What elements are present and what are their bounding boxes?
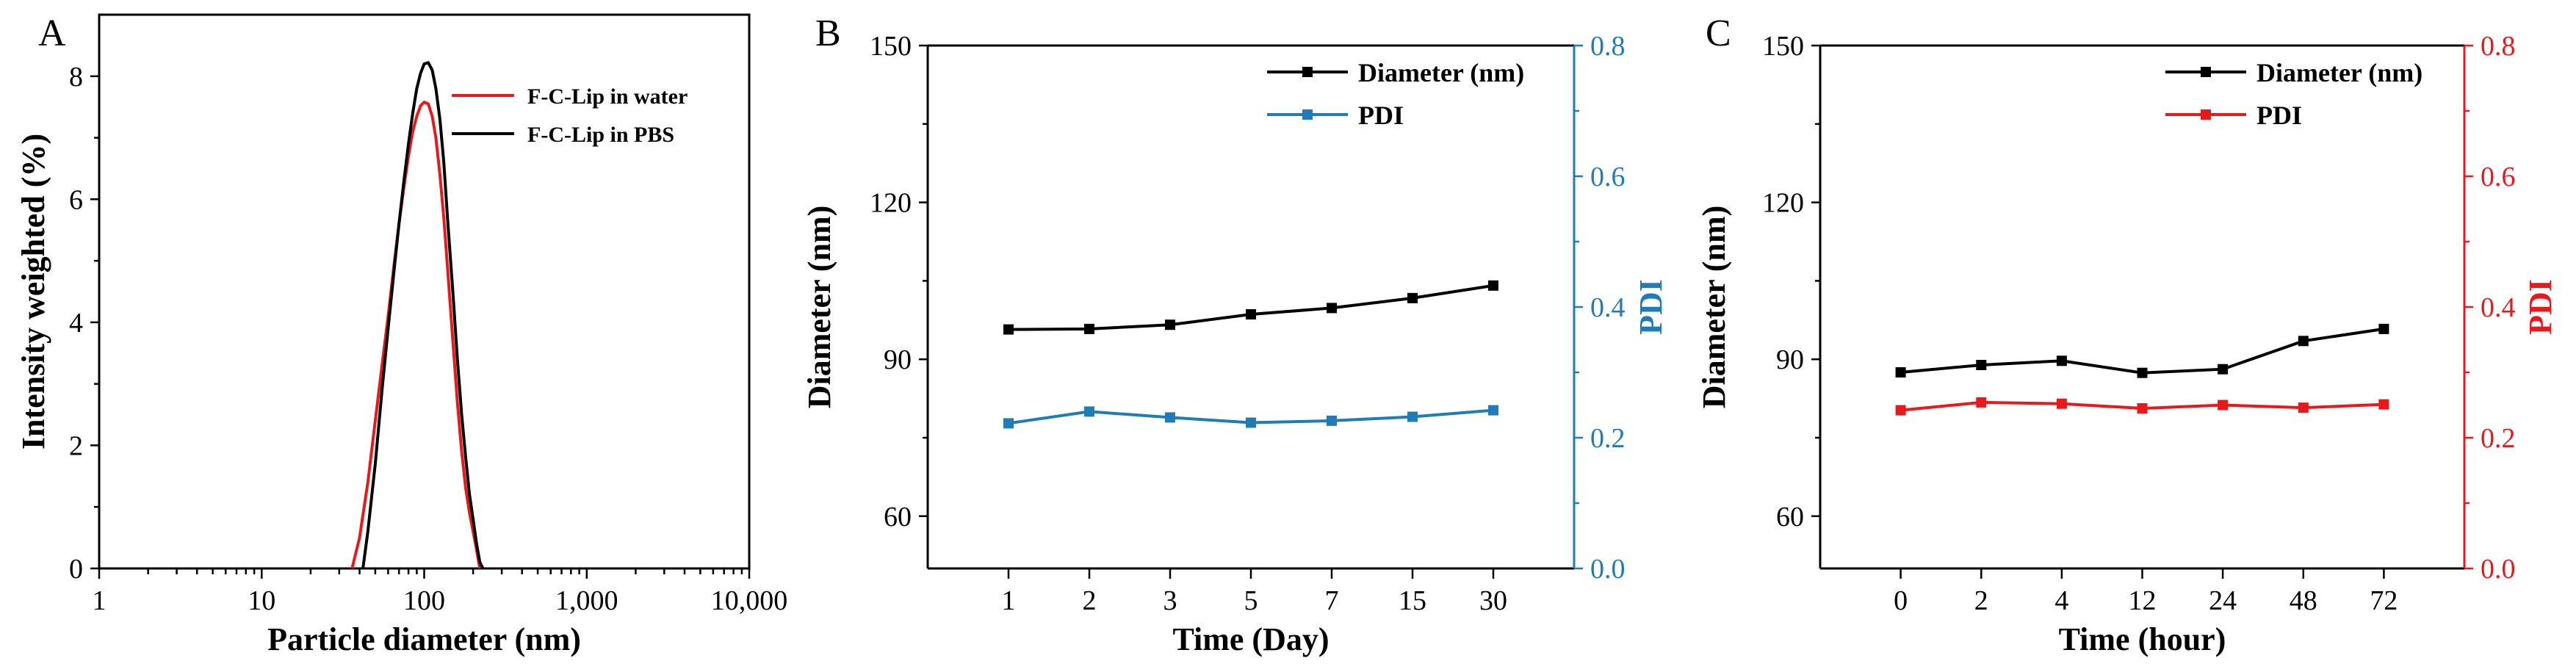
data-point-pdi bbox=[1976, 397, 1987, 408]
legend-label: F-C-Lip in water bbox=[527, 84, 688, 109]
data-point-diameter bbox=[1246, 309, 1256, 319]
x-tick-label: 1 bbox=[93, 585, 107, 616]
data-point-pdi bbox=[2378, 399, 2389, 410]
x-tick-label: 24 bbox=[2209, 585, 2237, 616]
data-point-diameter bbox=[1488, 280, 1498, 291]
x-tick-label: 12 bbox=[2129, 585, 2157, 616]
data-point-diameter bbox=[2298, 336, 2309, 347]
x-tick-label: 10 bbox=[248, 585, 275, 616]
y2-tick-label: 0.4 bbox=[2481, 292, 2516, 323]
legend-marker bbox=[1302, 67, 1313, 77]
x-tick-label: 2 bbox=[1974, 585, 1988, 616]
data-point-diameter bbox=[1084, 323, 1094, 334]
legend-label: PDI bbox=[2256, 101, 2302, 130]
series-line-diameter bbox=[1008, 283, 1494, 331]
y-tick-label: 60 bbox=[1776, 502, 1804, 532]
data-point-pdi bbox=[1246, 417, 1256, 428]
y-tick-label: 120 bbox=[1762, 188, 1804, 219]
legend-marker bbox=[2201, 109, 2211, 120]
data-point-pdi bbox=[1407, 411, 1418, 422]
x-axis-title: Particle diameter (nm) bbox=[267, 621, 581, 657]
y2-tick-label: 0.6 bbox=[1590, 162, 1626, 192]
y2-tick-label: 0.6 bbox=[2481, 162, 2516, 192]
y2-tick-label: 0.2 bbox=[1590, 423, 1626, 454]
y-tick-label: 90 bbox=[1776, 344, 1804, 375]
data-point-diameter bbox=[1976, 360, 1987, 370]
x-tick-label: 15 bbox=[1399, 585, 1426, 616]
legend-marker bbox=[2201, 67, 2211, 77]
y-tick-label: 150 bbox=[870, 31, 912, 62]
y2-tick-label: 0.4 bbox=[1590, 292, 1626, 323]
data-point-diameter bbox=[1895, 367, 1906, 377]
series-line-diameter bbox=[1900, 327, 2384, 375]
y2-axis-title: PDI bbox=[1633, 279, 1669, 335]
y2-tick-label: 0.0 bbox=[2481, 554, 2516, 585]
y2-tick-label: 0.0 bbox=[1590, 554, 1626, 585]
y-tick-label: 0 bbox=[69, 554, 83, 585]
y-tick-label: 6 bbox=[69, 184, 83, 215]
y-tick-label: 90 bbox=[884, 344, 912, 375]
x-tick-label: 0 bbox=[1894, 585, 1908, 616]
series-line-pbs bbox=[361, 61, 485, 569]
data-point-pdi bbox=[1327, 415, 1337, 426]
data-point-pdi bbox=[1488, 405, 1498, 416]
data-point-pdi bbox=[1165, 412, 1175, 423]
data-point-diameter bbox=[1165, 319, 1175, 330]
panel-letter: B bbox=[815, 12, 841, 54]
legend-label: Diameter (nm) bbox=[1358, 58, 1524, 87]
x-tick-label: 4 bbox=[2054, 585, 2068, 616]
y-axis-title: Intensity weighted (%) bbox=[15, 134, 51, 449]
x-tick-label: 7 bbox=[1325, 585, 1339, 616]
data-point-pdi bbox=[2298, 402, 2309, 413]
x-tick-label: 1 bbox=[1002, 585, 1016, 616]
data-point-diameter bbox=[2218, 364, 2229, 375]
y-tick-label: 60 bbox=[884, 502, 912, 532]
data-point-diameter bbox=[1327, 303, 1337, 314]
legend-label: F-C-Lip in PBS bbox=[527, 123, 674, 147]
x-tick-label: 30 bbox=[1479, 585, 1507, 616]
y-tick-label: 4 bbox=[69, 308, 83, 339]
data-point-pdi bbox=[2137, 403, 2148, 413]
x-tick-label: 5 bbox=[1244, 585, 1258, 616]
data-point-pdi bbox=[1003, 418, 1014, 429]
data-point-diameter bbox=[2378, 323, 2389, 334]
panel-letter: A bbox=[38, 12, 66, 54]
y-tick-label: 120 bbox=[870, 188, 912, 219]
y-tick-label: 2 bbox=[69, 430, 83, 461]
x-axis-title: Time (hour) bbox=[2059, 621, 2226, 657]
legend-label: PDI bbox=[1358, 101, 1404, 130]
data-point-diameter bbox=[1003, 324, 1014, 335]
x-tick-label: 3 bbox=[1163, 585, 1177, 616]
y2-tick-label: 0.8 bbox=[1590, 31, 1626, 62]
legend-marker bbox=[1302, 109, 1313, 120]
y2-tick-label: 0.2 bbox=[2481, 423, 2516, 454]
x-tick-label: 72 bbox=[2370, 585, 2398, 616]
y-axis-title: Diameter (nm) bbox=[801, 206, 837, 409]
x-tick-label: 2 bbox=[1083, 585, 1097, 616]
x-tick-label: 10,000 bbox=[711, 585, 788, 616]
y-tick-label: 8 bbox=[69, 62, 83, 93]
panel-letter: C bbox=[1706, 12, 1731, 54]
panel-c: C0 2 4 12 24 48 7260901201500.00.20.40.60.8Tim… bbox=[1696, 12, 2558, 657]
panel-b: B 1 2 3 5 7 15 30 60 90 120 150 0.0 0.2 0.4 0.6 0.8 Time … bbox=[801, 12, 1669, 657]
data-point-pdi bbox=[2056, 398, 2067, 409]
x-tick-label: 100 bbox=[403, 585, 445, 616]
data-point-diameter bbox=[1407, 292, 1418, 303]
x-tick-label: 48 bbox=[2290, 585, 2317, 616]
x-tick-label: 1,000 bbox=[555, 585, 618, 616]
panel-a: A 1 10 100 1,000 10,000 0 2 4 6 8 Particle diameter… bbox=[15, 12, 787, 657]
y-tick-label: 150 bbox=[1762, 31, 1804, 62]
y-axis-title: Diameter (nm) bbox=[1696, 206, 1732, 409]
y2-axis-title: PDI bbox=[2522, 279, 2558, 335]
data-point-diameter bbox=[2137, 367, 2148, 378]
series-line-water bbox=[350, 101, 482, 569]
data-point-diameter bbox=[2056, 355, 2067, 366]
x-axis-title: Time (Day) bbox=[1172, 621, 1329, 657]
data-point-pdi bbox=[1084, 406, 1094, 417]
data-point-pdi bbox=[2218, 400, 2229, 411]
data-point-pdi bbox=[1895, 405, 1906, 416]
legend-label: Diameter (nm) bbox=[2256, 58, 2422, 87]
y2-tick-label: 0.8 bbox=[2481, 31, 2516, 62]
